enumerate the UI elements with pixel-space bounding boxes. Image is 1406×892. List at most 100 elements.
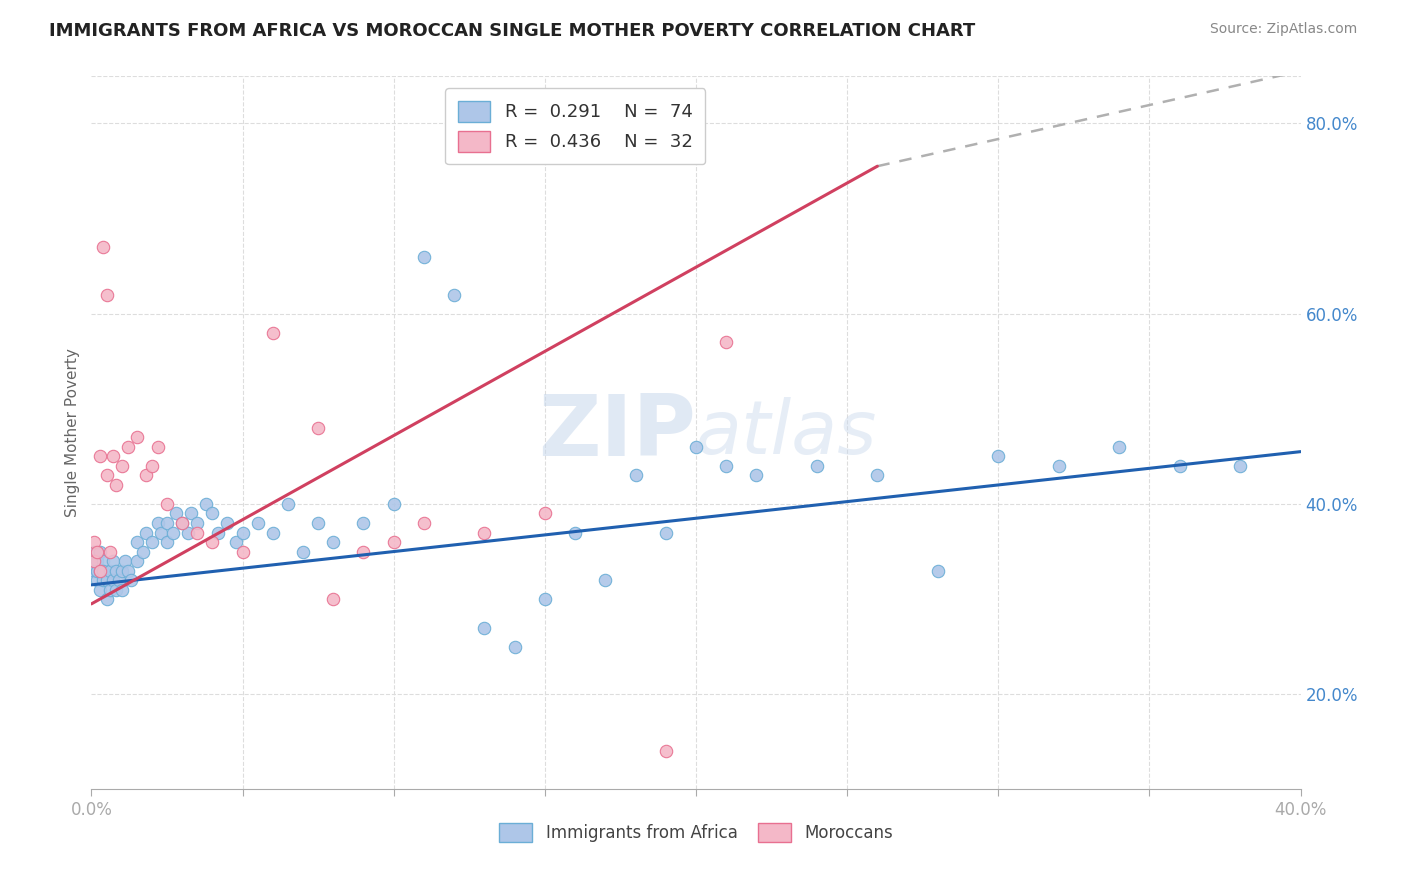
- Point: [89, 564, 111, 578]
- Point: [685, 440, 707, 454]
- Point: [262, 326, 284, 340]
- Point: [111, 458, 132, 473]
- Point: [382, 497, 405, 511]
- Point: [262, 525, 284, 540]
- Point: [93, 240, 115, 254]
- Point: [806, 458, 828, 473]
- Point: [83, 564, 105, 578]
- Point: [86, 544, 108, 558]
- Point: [111, 582, 132, 597]
- Y-axis label: Single Mother Poverty: Single Mother Poverty: [65, 348, 80, 517]
- Point: [86, 554, 108, 568]
- Point: [172, 516, 194, 530]
- Point: [172, 516, 194, 530]
- Point: [141, 535, 163, 549]
- Point: [156, 516, 179, 530]
- Point: [146, 516, 169, 530]
- Point: [352, 516, 374, 530]
- Point: [307, 421, 329, 435]
- Point: [111, 564, 132, 578]
- Point: [165, 507, 187, 521]
- Point: [413, 250, 436, 264]
- Point: [86, 564, 108, 578]
- Point: [1229, 458, 1251, 473]
- Point: [564, 525, 586, 540]
- Point: [114, 554, 136, 568]
- Point: [595, 573, 617, 587]
- Point: [93, 564, 115, 578]
- Point: [207, 525, 229, 540]
- Point: [180, 507, 202, 521]
- Text: atlas: atlas: [696, 397, 877, 468]
- Text: ZIP: ZIP: [538, 391, 696, 475]
- Point: [866, 468, 889, 483]
- Point: [307, 516, 329, 530]
- Point: [231, 544, 253, 558]
- Point: [96, 468, 118, 483]
- Point: [117, 440, 139, 454]
- Point: [149, 525, 172, 540]
- Point: [104, 564, 127, 578]
- Point: [117, 564, 139, 578]
- Point: [533, 592, 555, 607]
- Point: [89, 582, 111, 597]
- Point: [322, 535, 344, 549]
- Point: [146, 440, 169, 454]
- Point: [89, 544, 111, 558]
- Point: [1168, 458, 1191, 473]
- Point: [352, 544, 374, 558]
- Point: [1108, 440, 1130, 454]
- Point: [83, 544, 105, 558]
- Point: [104, 582, 127, 597]
- Point: [135, 468, 157, 483]
- Point: [195, 497, 218, 511]
- Point: [98, 582, 121, 597]
- Point: [714, 458, 737, 473]
- Point: [987, 450, 1010, 464]
- Point: [654, 744, 676, 758]
- Point: [231, 525, 253, 540]
- Point: [186, 525, 208, 540]
- Point: [86, 573, 108, 587]
- Point: [93, 554, 115, 568]
- Text: Source: ZipAtlas.com: Source: ZipAtlas.com: [1209, 22, 1357, 37]
- Point: [472, 525, 495, 540]
- Point: [156, 535, 179, 549]
- Point: [177, 525, 200, 540]
- Point: [162, 525, 184, 540]
- Point: [201, 507, 224, 521]
- Point: [201, 535, 224, 549]
- Point: [101, 450, 124, 464]
- Point: [98, 544, 121, 558]
- Point: [120, 573, 142, 587]
- Point: [533, 507, 555, 521]
- Point: [89, 450, 111, 464]
- Point: [745, 468, 768, 483]
- Point: [125, 554, 148, 568]
- Point: [104, 478, 127, 492]
- Point: [107, 573, 129, 587]
- Point: [101, 573, 124, 587]
- Point: [96, 592, 118, 607]
- Point: [89, 564, 111, 578]
- Point: [96, 573, 118, 587]
- Legend: Immigrants from Africa, Moroccans: Immigrants from Africa, Moroccans: [492, 816, 900, 849]
- Point: [83, 535, 105, 549]
- Point: [93, 573, 115, 587]
- Point: [217, 516, 239, 530]
- Point: [322, 592, 344, 607]
- Point: [141, 458, 163, 473]
- Point: [225, 535, 247, 549]
- Point: [382, 535, 405, 549]
- Point: [413, 516, 436, 530]
- Point: [443, 287, 465, 301]
- Point: [654, 525, 676, 540]
- Point: [186, 516, 208, 530]
- Point: [277, 497, 299, 511]
- Point: [292, 544, 315, 558]
- Point: [96, 287, 118, 301]
- Point: [156, 497, 179, 511]
- Point: [927, 564, 949, 578]
- Point: [714, 335, 737, 350]
- Point: [132, 544, 155, 558]
